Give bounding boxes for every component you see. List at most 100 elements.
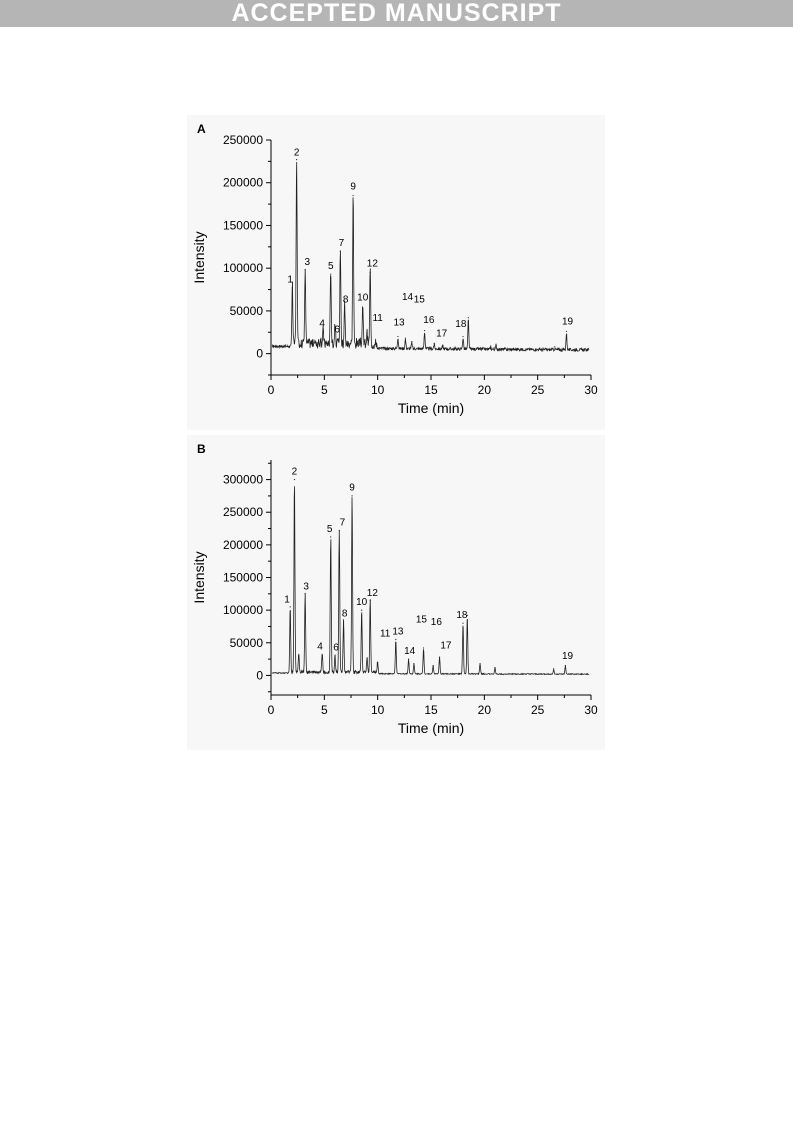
peak-apex-mark xyxy=(395,638,397,641)
y-tick-label: 50000 xyxy=(230,304,264,318)
peak-apex-mark xyxy=(339,250,341,252)
peak-apex-mark xyxy=(404,337,406,339)
peak-label: 2 xyxy=(292,466,298,477)
x-axis-title: Time (min) xyxy=(398,720,464,736)
peak-label: 16 xyxy=(423,315,435,326)
y-tick-label: 50000 xyxy=(230,636,264,650)
peak-apex-mark xyxy=(289,606,291,608)
peak-label: 17 xyxy=(436,329,448,340)
x-tick-label: 30 xyxy=(584,703,598,717)
peak-apex-mark xyxy=(411,341,413,343)
y-tick-label: 100000 xyxy=(223,261,263,275)
y-tick-label: 200000 xyxy=(223,538,263,552)
peak-apex-mark xyxy=(408,658,410,660)
y-tick-label: 100000 xyxy=(223,603,263,617)
peak-apex-mark xyxy=(490,345,492,347)
peak-apex-mark xyxy=(413,663,415,665)
peak-apex-mark xyxy=(432,665,434,667)
peak-label: 15 xyxy=(416,615,428,626)
peak-label: 12 xyxy=(367,588,379,599)
peak-label: 8 xyxy=(343,294,349,305)
x-tick-label: 10 xyxy=(371,383,385,397)
peak-label: 13 xyxy=(393,317,405,328)
x-axis-title: Time (min) xyxy=(398,400,464,416)
figure-panel-a-background xyxy=(187,115,605,430)
peak-apex-mark xyxy=(466,614,468,616)
peak-apex-mark xyxy=(422,647,425,649)
peak-apex-mark xyxy=(495,343,497,345)
peak-apex-mark xyxy=(361,609,363,611)
peak-apex-mark xyxy=(467,317,469,319)
chromatogram-trace xyxy=(271,161,590,353)
peak-label: 3 xyxy=(303,581,309,592)
peak-label: 14 xyxy=(402,292,414,303)
peak-apex-mark xyxy=(397,335,399,338)
peak-apex-mark xyxy=(330,536,332,538)
y-tick-label: 0 xyxy=(256,668,263,682)
peak-apex-mark xyxy=(564,665,566,667)
peak-label: 16 xyxy=(431,617,443,628)
peak-label: 18 xyxy=(456,610,468,621)
peak-apex-mark xyxy=(342,621,345,623)
panel-label: A xyxy=(197,122,206,136)
peak-apex-mark xyxy=(369,599,371,601)
peak-apex-mark xyxy=(304,269,306,271)
peak-label: 19 xyxy=(562,651,574,662)
x-tick-label: 5 xyxy=(321,383,328,397)
peak-label: 8 xyxy=(342,609,348,620)
peak-apex-mark xyxy=(377,661,379,663)
x-tick-label: 25 xyxy=(531,703,545,717)
peak-label: 6 xyxy=(333,643,339,654)
peak-label: 11 xyxy=(372,313,383,324)
peak-label: 10 xyxy=(357,293,369,304)
chromatogram-b: 0 5 10 15 20 25 300500001000001500002000002500… xyxy=(191,442,598,736)
peak-apex-mark xyxy=(366,658,368,660)
peak-label: 9 xyxy=(349,483,355,494)
peak-label: 7 xyxy=(339,238,345,249)
chromatogram-a: 0 5 10 15 20 25 300500001000001500002000002500… xyxy=(191,122,598,416)
y-tick-label: 150000 xyxy=(223,218,263,232)
peak-label: 3 xyxy=(304,257,310,268)
y-tick-label: 150000 xyxy=(223,571,263,585)
chromatogram-trace xyxy=(271,486,590,676)
peak-label: 11 xyxy=(380,628,391,639)
x-tick-label: 20 xyxy=(478,383,492,397)
peak-apex-mark xyxy=(338,529,340,532)
figure-panel-b-background xyxy=(187,435,605,750)
peak-apex-mark xyxy=(433,342,435,344)
y-tick-label: 0 xyxy=(256,347,263,361)
peak-apex-mark xyxy=(565,330,568,333)
y-tick-label: 300000 xyxy=(223,473,263,487)
peak-label: 15 xyxy=(414,294,426,305)
x-tick-label: 10 xyxy=(371,703,385,717)
peak-apex-mark xyxy=(479,663,481,665)
peak-apex-mark xyxy=(291,287,293,289)
y-tick-label: 250000 xyxy=(223,505,263,519)
peak-label: 5 xyxy=(328,261,334,272)
peak-label: 1 xyxy=(287,275,293,286)
peak-apex-mark xyxy=(366,337,368,339)
peak-apex-mark xyxy=(362,308,364,310)
peak-apex-mark xyxy=(369,271,371,274)
peak-label: 19 xyxy=(562,317,574,328)
peak-apex-mark xyxy=(553,668,555,670)
peak-label: 7 xyxy=(340,517,346,528)
peak-apex-mark xyxy=(438,656,441,658)
peak-apex-mark xyxy=(351,495,353,497)
peak-apex-mark xyxy=(330,273,332,275)
x-tick-label: 30 xyxy=(584,383,598,397)
peak-label: 17 xyxy=(440,641,452,652)
peak-label: 6 xyxy=(334,324,340,335)
peak-label: 2 xyxy=(294,147,300,158)
x-tick-label: 15 xyxy=(424,703,438,717)
peak-label: 18 xyxy=(455,319,467,330)
peak-apex-mark xyxy=(296,159,298,161)
y-axis-title: Intensity xyxy=(191,551,207,603)
peak-apex-mark xyxy=(462,622,464,624)
peak-label: 14 xyxy=(404,646,416,657)
peak-apex-mark xyxy=(298,655,300,657)
peak-label: 10 xyxy=(356,597,368,608)
x-tick-label: 5 xyxy=(321,703,328,717)
peak-apex-mark xyxy=(554,346,556,348)
y-axis-title: Intensity xyxy=(191,231,207,283)
